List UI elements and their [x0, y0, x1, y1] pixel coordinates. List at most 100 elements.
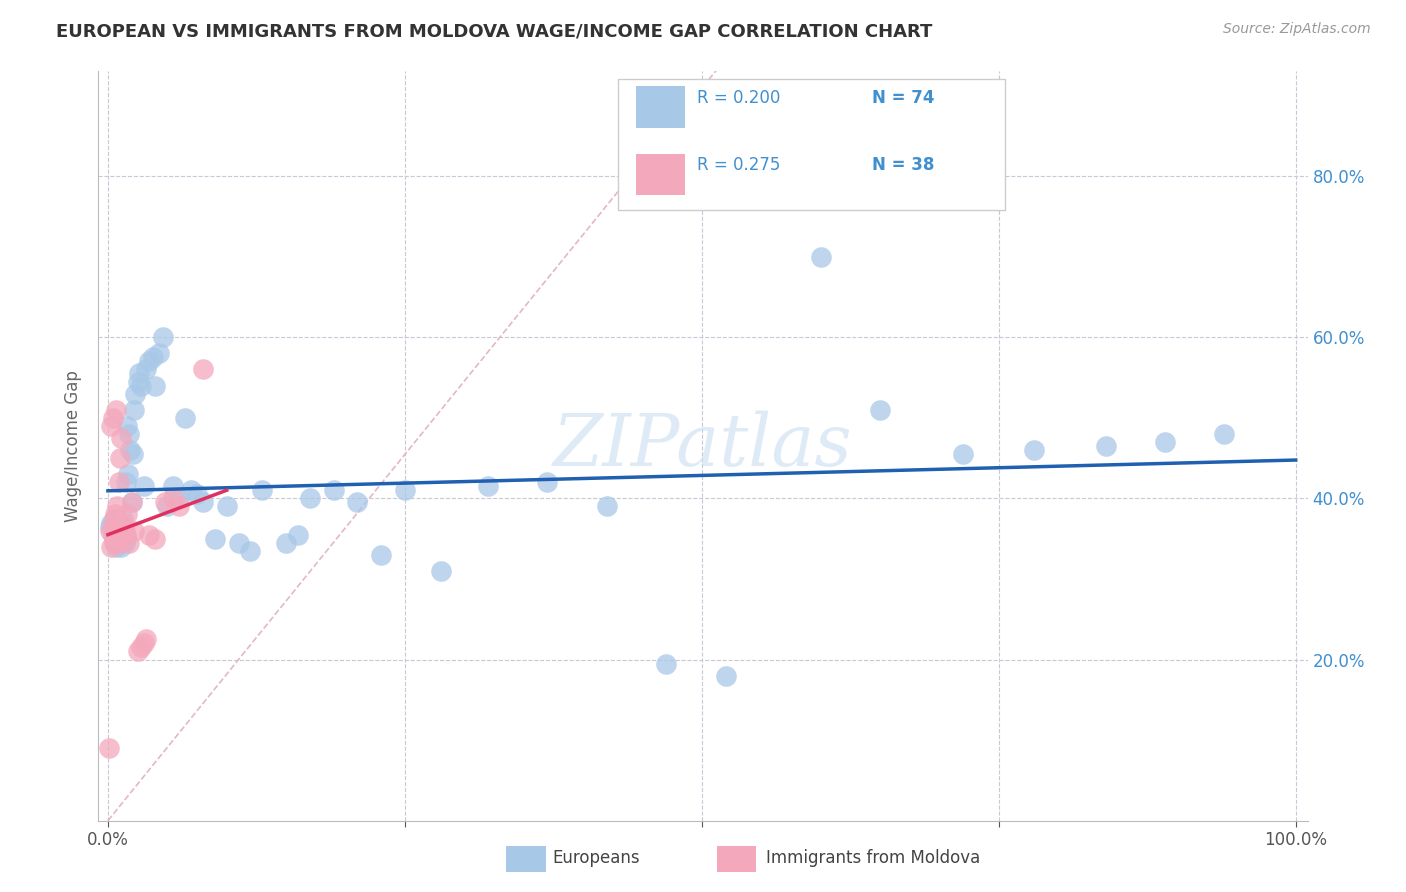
Point [101, 410, 124, 425]
Point [132, 636, 155, 650]
Point [394, 483, 416, 498]
Point [104, 511, 127, 525]
Point [142, 351, 165, 365]
Point [110, 527, 132, 541]
Text: R = 0.200: R = 0.200 [697, 88, 780, 106]
Point [110, 540, 132, 554]
Point [239, 543, 262, 558]
Point [105, 516, 128, 530]
Point [121, 495, 143, 509]
Point [132, 479, 155, 493]
Point [105, 402, 128, 417]
Point [952, 447, 974, 461]
Point [156, 500, 179, 514]
Text: Europeans: Europeans [553, 849, 640, 867]
Point [204, 532, 226, 546]
Point [191, 362, 214, 376]
Point [110, 519, 132, 533]
Point [1094, 439, 1116, 453]
Point [298, 491, 321, 506]
Bar [637, 87, 685, 128]
Point [98, 519, 121, 533]
Point [714, 668, 737, 682]
Point [114, 475, 136, 490]
Point [145, 378, 167, 392]
Point [167, 491, 190, 506]
Text: N = 74: N = 74 [872, 88, 935, 106]
Point [167, 500, 190, 514]
Point [112, 511, 135, 525]
Point [138, 527, 160, 541]
Point [107, 527, 129, 541]
Point [104, 535, 127, 549]
Point [111, 532, 134, 546]
Point [1154, 434, 1177, 449]
Point [128, 367, 150, 381]
Text: ZIPatlas: ZIPatlas [553, 410, 853, 482]
Point [148, 346, 170, 360]
Point [162, 479, 184, 493]
Point [274, 535, 297, 549]
Point [107, 475, 129, 490]
Point [112, 524, 135, 538]
Point [129, 378, 152, 392]
Point [117, 467, 139, 482]
Point [98, 524, 121, 538]
Point [108, 451, 131, 466]
Point [127, 375, 149, 389]
Point [180, 483, 202, 498]
Point [105, 524, 128, 538]
Point [111, 527, 134, 541]
Point [1024, 443, 1046, 458]
Point [114, 532, 136, 546]
Point [103, 535, 125, 549]
Point [477, 479, 499, 493]
Point [127, 644, 149, 658]
Point [429, 564, 451, 578]
Point [655, 657, 678, 671]
Point [114, 524, 136, 538]
Point [1213, 426, 1236, 441]
Point [120, 443, 142, 458]
Point [114, 527, 136, 541]
Point [152, 330, 174, 344]
Point [107, 519, 129, 533]
Point [110, 431, 132, 445]
Point [118, 535, 141, 549]
Point [135, 632, 157, 647]
Point [107, 524, 129, 538]
Point [138, 354, 160, 368]
Point [215, 500, 238, 514]
Point [122, 402, 145, 417]
Point [228, 535, 250, 549]
Point [536, 475, 558, 490]
Point [810, 250, 832, 264]
Point [135, 362, 157, 376]
Point [100, 540, 122, 554]
Point [118, 426, 141, 441]
Point [162, 491, 184, 506]
Point [104, 532, 127, 546]
Point [174, 410, 197, 425]
Point [101, 527, 124, 541]
Point [186, 487, 208, 501]
Text: EUROPEAN VS IMMIGRANTS FROM MOLDOVA WAGE/INCOME GAP CORRELATION CHART: EUROPEAN VS IMMIGRANTS FROM MOLDOVA WAGE… [56, 22, 932, 40]
FancyBboxPatch shape [619, 78, 1005, 210]
Point [191, 495, 214, 509]
Point [121, 495, 143, 509]
Point [153, 495, 176, 509]
Point [322, 483, 344, 498]
Point [108, 516, 131, 530]
Point [103, 524, 125, 538]
Point [370, 548, 392, 562]
Point [108, 527, 131, 541]
Point [107, 527, 129, 541]
Point [107, 535, 129, 549]
Y-axis label: Wage/Income Gap: Wage/Income Gap [63, 370, 82, 522]
Text: Immigrants from Moldova: Immigrants from Moldova [766, 849, 980, 867]
Point [145, 532, 167, 546]
Point [108, 535, 131, 549]
Point [101, 519, 124, 533]
Point [115, 418, 138, 433]
Point [124, 386, 146, 401]
